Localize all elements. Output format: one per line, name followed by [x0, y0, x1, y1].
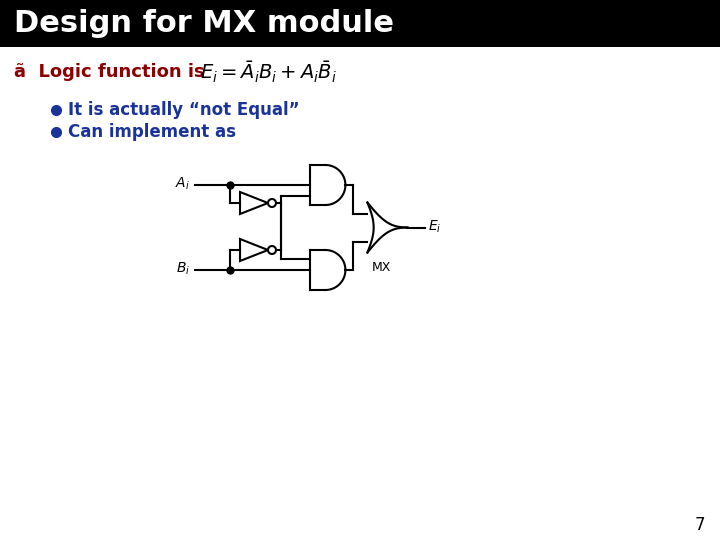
- Text: It is actually “not Equal”: It is actually “not Equal”: [68, 101, 300, 119]
- Text: MX: MX: [372, 261, 391, 274]
- FancyBboxPatch shape: [0, 0, 720, 47]
- Text: $E_i$: $E_i$: [428, 218, 442, 235]
- Circle shape: [268, 199, 276, 207]
- Text: $A_i$: $A_i$: [175, 176, 190, 192]
- Circle shape: [268, 246, 276, 254]
- Text: Can implement as: Can implement as: [68, 123, 236, 141]
- Text: $B_i$: $B_i$: [176, 261, 190, 277]
- Text: $E_i = \bar{A}_i B_i + A_i \bar{B}_i$: $E_i = \bar{A}_i B_i + A_i \bar{B}_i$: [200, 59, 337, 85]
- Text: 7: 7: [695, 516, 705, 534]
- Text: Design for MX module: Design for MX module: [14, 10, 394, 38]
- Text: ã  Logic function is: ã Logic function is: [14, 63, 204, 81]
